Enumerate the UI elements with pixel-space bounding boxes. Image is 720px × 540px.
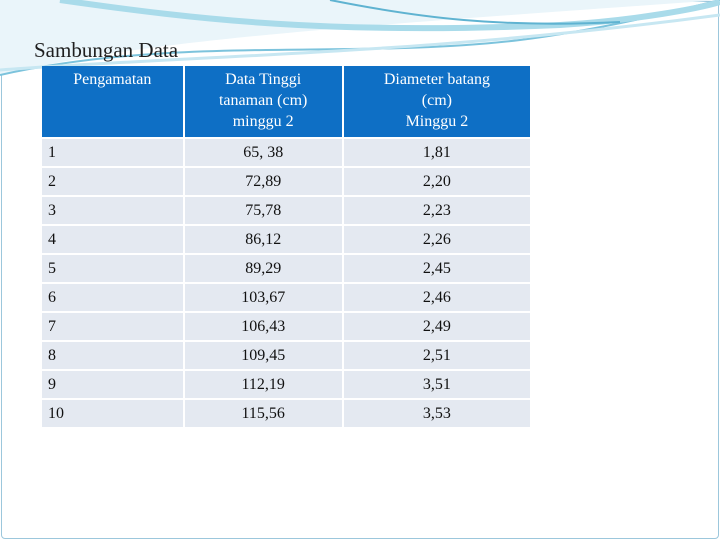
table-row: 8 109,45 2,51 xyxy=(42,342,530,369)
header-text: Minggu 2 xyxy=(405,113,469,130)
table-cell: 2,45 xyxy=(343,255,530,282)
table-row: 7 106,43 2,49 xyxy=(42,313,530,340)
table-row: 4 86,12 2,26 xyxy=(42,226,530,253)
table-row: 10 115,56 3,53 xyxy=(42,400,530,427)
table-row: 9 112,19 3,51 xyxy=(42,371,530,398)
table-cell: 2,46 xyxy=(343,284,530,311)
table-cell: 72,89 xyxy=(184,168,342,195)
header-text: (cm) xyxy=(421,92,452,109)
header-cell: Pengamatan xyxy=(42,66,183,137)
data-table: Pengamatan Data Tinggi tanaman (cm) minggu … xyxy=(40,64,532,429)
table-cell: 3,53 xyxy=(343,400,530,427)
table-cell: 2 xyxy=(42,168,183,195)
table-cell: 2,23 xyxy=(343,197,530,224)
header-text: minggu 2 xyxy=(232,113,294,130)
table-cell: 1,81 xyxy=(343,139,530,166)
table-cell: 7 xyxy=(42,313,183,340)
header-text: Diameter batang xyxy=(383,71,490,88)
table-cell: 1 xyxy=(42,139,183,166)
table-cell: 3,51 xyxy=(343,371,530,398)
table-row: 1 65, 38 1,81 xyxy=(42,139,530,166)
table-cell: 103,67 xyxy=(184,284,342,311)
header-text: Pengamatan xyxy=(73,71,152,88)
table-cell: 8 xyxy=(42,342,183,369)
header-text: Data Tinggi xyxy=(225,71,302,88)
table-cell: 106,43 xyxy=(184,313,342,340)
table-row: 2 72,89 2,20 xyxy=(42,168,530,195)
table-cell: 6 xyxy=(42,284,183,311)
table-cell: 10 xyxy=(42,400,183,427)
table-row: 3 75,78 2,23 xyxy=(42,197,530,224)
table-cell: 4 xyxy=(42,226,183,253)
table-cell: 9 xyxy=(42,371,183,398)
table-cell: 112,19 xyxy=(184,371,342,398)
table-cell: 2,20 xyxy=(343,168,530,195)
table-cell: 3 xyxy=(42,197,183,224)
table-cell: 86,12 xyxy=(184,226,342,253)
header-cell: Data Tinggi tanaman (cm) minggu 2 xyxy=(184,66,342,137)
table-cell: 2,49 xyxy=(343,313,530,340)
table-cell: 2,51 xyxy=(343,342,530,369)
slide-title: Sambungan Data xyxy=(34,38,179,62)
table-cell: 75,78 xyxy=(184,197,342,224)
table-body: 1 65, 38 1,81 2 72,89 2,20 3 75,78 2,23 4 86,12 2,2… xyxy=(42,139,530,427)
header-row: Pengamatan Data Tinggi tanaman (cm) minggu … xyxy=(42,66,530,137)
table-cell: 5 xyxy=(42,255,183,282)
header-cell: Diameter batang (cm) Minggu 2 xyxy=(343,66,530,137)
table-cell: 115,56 xyxy=(184,400,342,427)
header-decoration xyxy=(0,0,720,76)
table-cell: 109,45 xyxy=(184,342,342,369)
table-cell: 89,29 xyxy=(184,255,342,282)
table-cell: 65, 38 xyxy=(184,139,342,166)
table-row: 5 89,29 2,45 xyxy=(42,255,530,282)
table-row: 6 103,67 2,46 xyxy=(42,284,530,311)
table-cell: 2,26 xyxy=(343,226,530,253)
header-text: tanaman (cm) xyxy=(218,92,308,109)
